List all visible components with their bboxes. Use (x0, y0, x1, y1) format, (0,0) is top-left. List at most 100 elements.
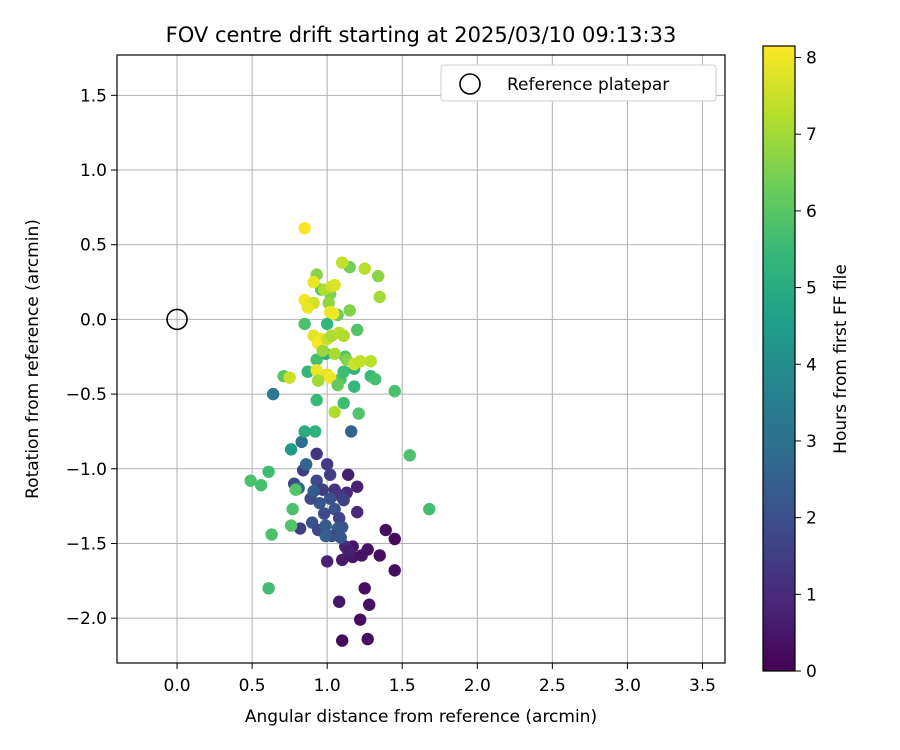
scatter-point (310, 364, 323, 377)
legend-marker-reference (459, 73, 481, 95)
scatter-point (298, 317, 311, 331)
plot-frame (116, 54, 726, 664)
scatter-point (337, 329, 350, 343)
scatter-point (332, 595, 346, 608)
y-tick-label: −1.0 (66, 460, 107, 480)
scatter-point (334, 531, 347, 544)
scatter-point (326, 307, 340, 320)
y-tick-label: 0.5 (80, 236, 107, 256)
colorbar-tick-label: 1 (806, 585, 817, 605)
points-layer (244, 222, 436, 647)
x-axis-ticks: 0.0 0.5 1.0 1.5 2.0 2.5 3.0 3.5 (164, 663, 716, 696)
colorbar-tick-label: 6 (806, 202, 817, 222)
y-axis-ticks: 1.5 1.0 0.5 0.0 −0.5 −1.0 −1.5 −2.0 (66, 86, 117, 629)
colorbar-tick-label: 3 (806, 432, 817, 452)
scatter-point (323, 371, 337, 384)
scatter-point (347, 380, 361, 393)
scatter-point (311, 374, 325, 387)
x-tick-label: 3.0 (614, 676, 641, 696)
colorbar-gradient (762, 45, 796, 672)
legend: Reference platepar (440, 64, 717, 102)
scatter-point (289, 483, 302, 496)
scatter-point (379, 523, 392, 537)
scatter-point (358, 582, 371, 595)
scatter-point (310, 474, 323, 487)
scatter-point (331, 378, 344, 392)
legend-box (440, 64, 717, 102)
colorbar-tick-label: 2 (806, 509, 817, 529)
scatter-point (350, 323, 364, 337)
scatter-point (343, 304, 356, 317)
reference-layer (166, 308, 188, 331)
chart-title: FOV centre drift starting at 2025/03/10 … (166, 23, 677, 47)
scatter-point (301, 301, 314, 314)
scatter-point (308, 425, 322, 438)
y-tick-label: −1.5 (66, 534, 107, 554)
scatter-point (319, 519, 332, 532)
y-tick-label: 0.0 (80, 310, 107, 330)
scatter-point (350, 505, 364, 519)
y-tick-label: 1.5 (80, 86, 107, 106)
scatter-point (320, 555, 334, 568)
scatter-point (335, 553, 349, 567)
reference-platepar-marker (166, 308, 188, 331)
colorbar-ticks: 0 1 2 3 4 5 6 7 8 (795, 49, 817, 682)
scatter-point (369, 372, 382, 386)
x-tick-label: 0.5 (239, 676, 266, 696)
scatter-point (284, 519, 298, 532)
scatter-point (335, 634, 349, 647)
scatter-point (423, 502, 436, 516)
scatter-point (319, 529, 332, 543)
scatter-point (328, 347, 341, 360)
scatter-point (323, 492, 337, 505)
x-tick-label: 2.0 (464, 676, 491, 696)
scatter-point (286, 502, 299, 516)
scatter-point (262, 465, 275, 478)
colorbar-tick-label: 8 (806, 49, 817, 69)
grid-layer (117, 55, 725, 663)
scatter-point (307, 485, 320, 498)
scatter-point (337, 493, 350, 507)
scatter-point (320, 317, 334, 331)
scatter-point (328, 278, 341, 292)
scatter-point (337, 365, 350, 378)
scatter-point (335, 256, 349, 269)
scatter-point (372, 269, 385, 283)
scatter-point (265, 528, 278, 541)
colorbar: 0 1 2 3 4 5 6 7 8 Hours from first FF file (762, 45, 851, 682)
scatter-point (364, 355, 377, 368)
colorbar-tick-label: 5 (806, 279, 817, 299)
scatter-point (323, 468, 337, 481)
y-tick-label: −0.5 (66, 385, 107, 405)
scatter-point (262, 582, 275, 595)
scatter-point (388, 384, 401, 398)
scatter-point (298, 222, 311, 235)
scatter-point (320, 458, 334, 471)
colorbar-tick-label: 0 (806, 662, 817, 682)
x-tick-label: 3.5 (689, 676, 716, 696)
x-tick-label: 1.0 (314, 676, 341, 696)
colorbar-tick-label: 7 (806, 125, 817, 145)
scatter-point (363, 598, 376, 611)
scatter-point (295, 435, 308, 449)
scatter-point (307, 275, 320, 289)
scatter-point (299, 458, 313, 471)
legend-label-reference: Reference platepar (507, 75, 669, 95)
scatter-point (361, 632, 374, 646)
scatter-point (341, 468, 355, 481)
x-tick-label: 2.5 (539, 676, 566, 696)
scatter-point (310, 447, 323, 461)
x-axis-label: Angular distance from reference (arcmin) (245, 707, 597, 727)
scatter-point (283, 371, 296, 384)
scatter-point (335, 520, 349, 534)
scatter-point (310, 353, 323, 366)
scatter-point (388, 564, 401, 577)
scatter-point (310, 393, 323, 407)
scatter-point (344, 425, 358, 438)
scatter-point (361, 543, 374, 556)
scatter-point (350, 480, 364, 493)
scatter-point (316, 344, 329, 357)
scatter-point (317, 507, 331, 520)
scatter-point (388, 532, 401, 546)
